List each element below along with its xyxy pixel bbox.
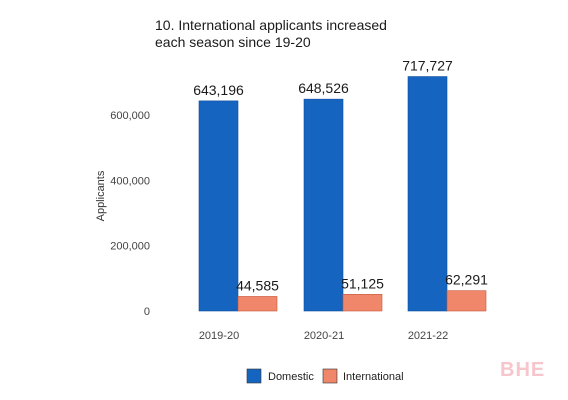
- y-axis-label: Applicants: [95, 170, 107, 221]
- y-tick-label: 0: [144, 306, 150, 318]
- data-label-domestic: 648,526: [298, 80, 349, 96]
- bar-domestic: [198, 100, 239, 312]
- bar-domestic: [407, 76, 448, 312]
- chart-title-line-1: 10. International applicants increased: [155, 17, 387, 33]
- bar-domestic: [303, 98, 344, 312]
- x-tick-label: 2019-20: [199, 330, 239, 342]
- x-tick-label: 2020-21: [304, 330, 344, 342]
- watermark-logo: BHE: [500, 359, 546, 381]
- y-tick-label: 400,000: [110, 175, 150, 187]
- legend-swatch-international: [322, 368, 338, 384]
- legend-label-international: International: [343, 371, 404, 383]
- legend-label-domestic: Domestic: [268, 371, 314, 383]
- bar-international: [446, 290, 487, 312]
- data-label-domestic: 643,196: [193, 82, 244, 98]
- bar-international: [237, 296, 278, 312]
- chart-title: 10. International applicants increased e…: [155, 17, 455, 51]
- chart-title-line-2: each season since 19-20: [155, 34, 311, 50]
- data-label-domestic: 717,727: [402, 58, 453, 74]
- data-label-international: 44,585: [236, 277, 279, 293]
- legend-swatch-domestic: [246, 368, 262, 384]
- y-tick-label: 200,000: [110, 241, 150, 253]
- y-tick-label: 600,000: [110, 110, 150, 122]
- x-tick-label: 2021-22: [408, 330, 448, 342]
- bar-international: [342, 293, 383, 312]
- data-label-international: 62,291: [445, 272, 488, 288]
- data-label-international: 51,125: [341, 275, 384, 291]
